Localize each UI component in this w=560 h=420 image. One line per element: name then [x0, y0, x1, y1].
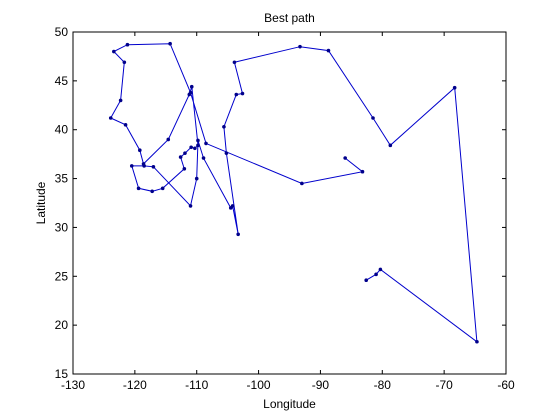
path-point: [189, 84, 194, 89]
path-point: [374, 272, 378, 277]
x-tick-label: -100: [247, 378, 271, 392]
y-axis-label: Latitude: [34, 181, 48, 224]
path-point: [196, 143, 200, 148]
path-point: [122, 60, 127, 65]
y-tick-label: 50: [55, 25, 69, 39]
path-point: [125, 42, 130, 47]
y-tick-label: 20: [55, 318, 69, 332]
path-point: [112, 49, 116, 54]
path-point: [183, 151, 187, 155]
y-tick-label: 35: [55, 172, 69, 186]
path-point: [364, 278, 369, 282]
y-tick-label: 15: [55, 367, 69, 381]
path-point: [230, 204, 235, 208]
path-point: [201, 156, 206, 160]
path-point: [129, 164, 134, 168]
path-point: [118, 98, 123, 103]
path-point: [371, 116, 375, 120]
path-point: [224, 151, 229, 155]
path-point: [123, 123, 128, 127]
path-point: [298, 44, 302, 49]
path-point: [166, 137, 171, 142]
path-point: [204, 141, 208, 146]
x-axis-label: Longitude: [263, 397, 316, 411]
path-point: [360, 169, 365, 174]
path-point: [378, 267, 383, 272]
y-tick-label: 40: [55, 123, 69, 137]
path-point: [234, 92, 239, 97]
y-axis-ticks: 15 20 25 30 35 40 45 50: [55, 25, 506, 381]
plot-area: [72, 31, 507, 375]
path-point: [142, 164, 146, 168]
path-point: [222, 124, 226, 129]
x-axis-ticks: -130 -120 -110 -100 -90 -80 -70 -60: [61, 32, 515, 392]
best-path-line: [109, 43, 478, 343]
x-tick-label: -60: [497, 378, 515, 392]
path-point: [178, 155, 183, 159]
path-point: [196, 138, 200, 143]
path-point: [187, 92, 192, 97]
path-point: [136, 186, 141, 191]
path-point: [452, 85, 457, 90]
path-point: [300, 181, 304, 186]
chart-title: Best path: [264, 11, 315, 25]
path-point: [182, 167, 187, 171]
path-point: [475, 339, 479, 344]
path-point: [138, 148, 142, 153]
path-markers: [108, 41, 479, 344]
y-tick-label: 30: [55, 220, 69, 234]
path-point: [150, 189, 154, 194]
path-point: [188, 204, 193, 208]
x-tick-label: -130: [61, 378, 85, 392]
path-point: [189, 145, 193, 150]
path-point: [236, 232, 240, 237]
path-point: [240, 91, 245, 96]
x-tick-label: -70: [435, 378, 453, 392]
y-tick-label: 25: [55, 269, 69, 283]
x-tick-label: -120: [123, 378, 147, 392]
path-point: [388, 143, 393, 148]
path-point: [343, 156, 347, 160]
path-point: [326, 48, 331, 53]
x-tick-label: -110: [185, 378, 208, 392]
y-tick-label: 45: [55, 74, 69, 88]
path-point: [193, 146, 197, 151]
path-point: [232, 60, 237, 65]
x-tick-label: -80: [374, 378, 392, 392]
path-point: [194, 176, 199, 181]
x-tick-label: -90: [312, 378, 330, 392]
path-point: [168, 41, 172, 46]
path-point: [151, 165, 156, 169]
path-point: [108, 116, 113, 120]
path-point: [160, 186, 165, 191]
